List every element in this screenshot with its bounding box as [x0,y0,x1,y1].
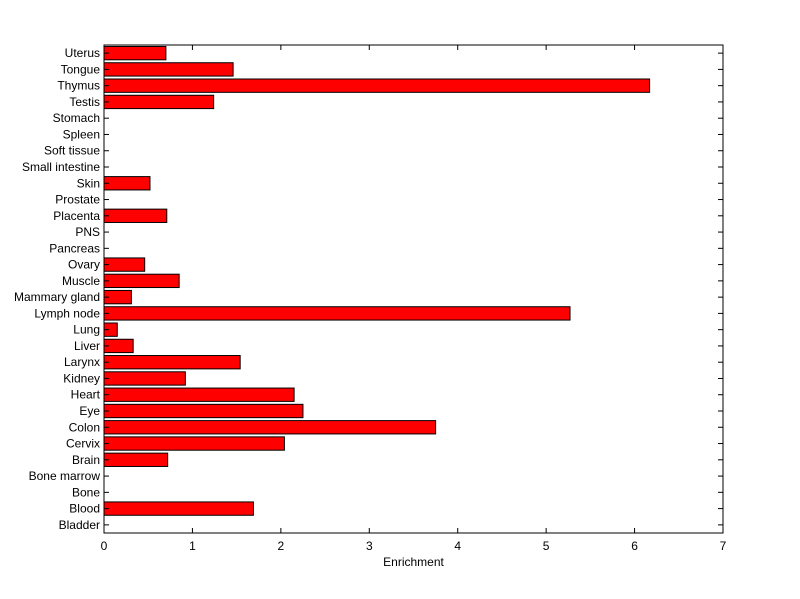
bar-uterus [103,45,167,61]
y-tick-label: Placenta [53,209,100,223]
y-tick-label: Colon [69,420,100,434]
bar-blood [103,501,254,516]
y-tick-label: Kidney [63,371,100,385]
bar-tongue [103,62,234,77]
y-tick-label: Stomach [53,111,100,125]
bar-larynx [103,355,241,370]
y-tick-label: Cervix [66,437,100,451]
y-tick-label: Blood [69,502,100,516]
x-tick-label: 7 [720,539,727,553]
bar-ovary [103,257,146,272]
y-tick-label: Bladder [59,518,100,532]
y-tick-label: Skin [77,176,100,190]
y-tick-label: Mammary gland [14,290,100,304]
axes-layer: Bladder Blood Bone Bone marrow Brain Cervix Co… [14,44,727,553]
x-tick-label: 6 [631,539,638,553]
x-tick-label: 2 [278,539,285,553]
bar-cervix [103,436,285,451]
y-tick-label: Small intestine [22,160,100,174]
bar-kidney [103,371,186,386]
x-tick-label: 4 [454,539,461,553]
bar-thymus [103,78,651,93]
y-tick-label: Bone [72,485,100,499]
bar-testis [103,94,215,110]
plot-frame [103,44,724,534]
y-tick-label: Pancreas [49,241,100,255]
y-tick-label: Liver [74,339,100,353]
y-tick-label: Eye [79,404,100,418]
bar-eye [103,403,304,419]
bar-colon [103,420,437,435]
x-tick-label: 3 [366,539,373,553]
y-tick-label: Testis [69,95,100,109]
y-tick-label: Prostate [55,193,100,207]
y-tick-label: Bone marrow [29,469,101,483]
x-tick-label: 1 [189,539,196,553]
y-tick-label: Heart [71,388,101,402]
x-tick-label: 5 [543,539,550,553]
y-tick-label: Lung [73,323,100,337]
y-tick-label: Spleen [63,127,100,141]
bar-lymph-node [103,306,571,321]
y-tick-label: Larynx [64,355,100,369]
bar-brain [103,452,169,467]
y-tick-label: Muscle [62,274,100,288]
y-tick-label: Lymph node [34,306,100,320]
y-tick-label: Ovary [68,258,100,272]
y-tick-label: Brain [72,453,100,467]
bar-heart [103,387,295,402]
y-tick-label: Uterus [65,46,100,60]
y-tick-label: Tongue [61,62,101,76]
bars-layer [103,45,651,516]
y-tick-label: Thymus [57,79,100,93]
x-tick-label: 0 [101,539,108,553]
y-tick-label: Soft tissue [44,144,100,158]
bar-skin [103,176,151,191]
bar-placenta [103,208,168,223]
bar-muscle [103,273,180,289]
y-tick-label: PNS [75,225,100,239]
x-axis-label: Enrichment [383,555,444,569]
